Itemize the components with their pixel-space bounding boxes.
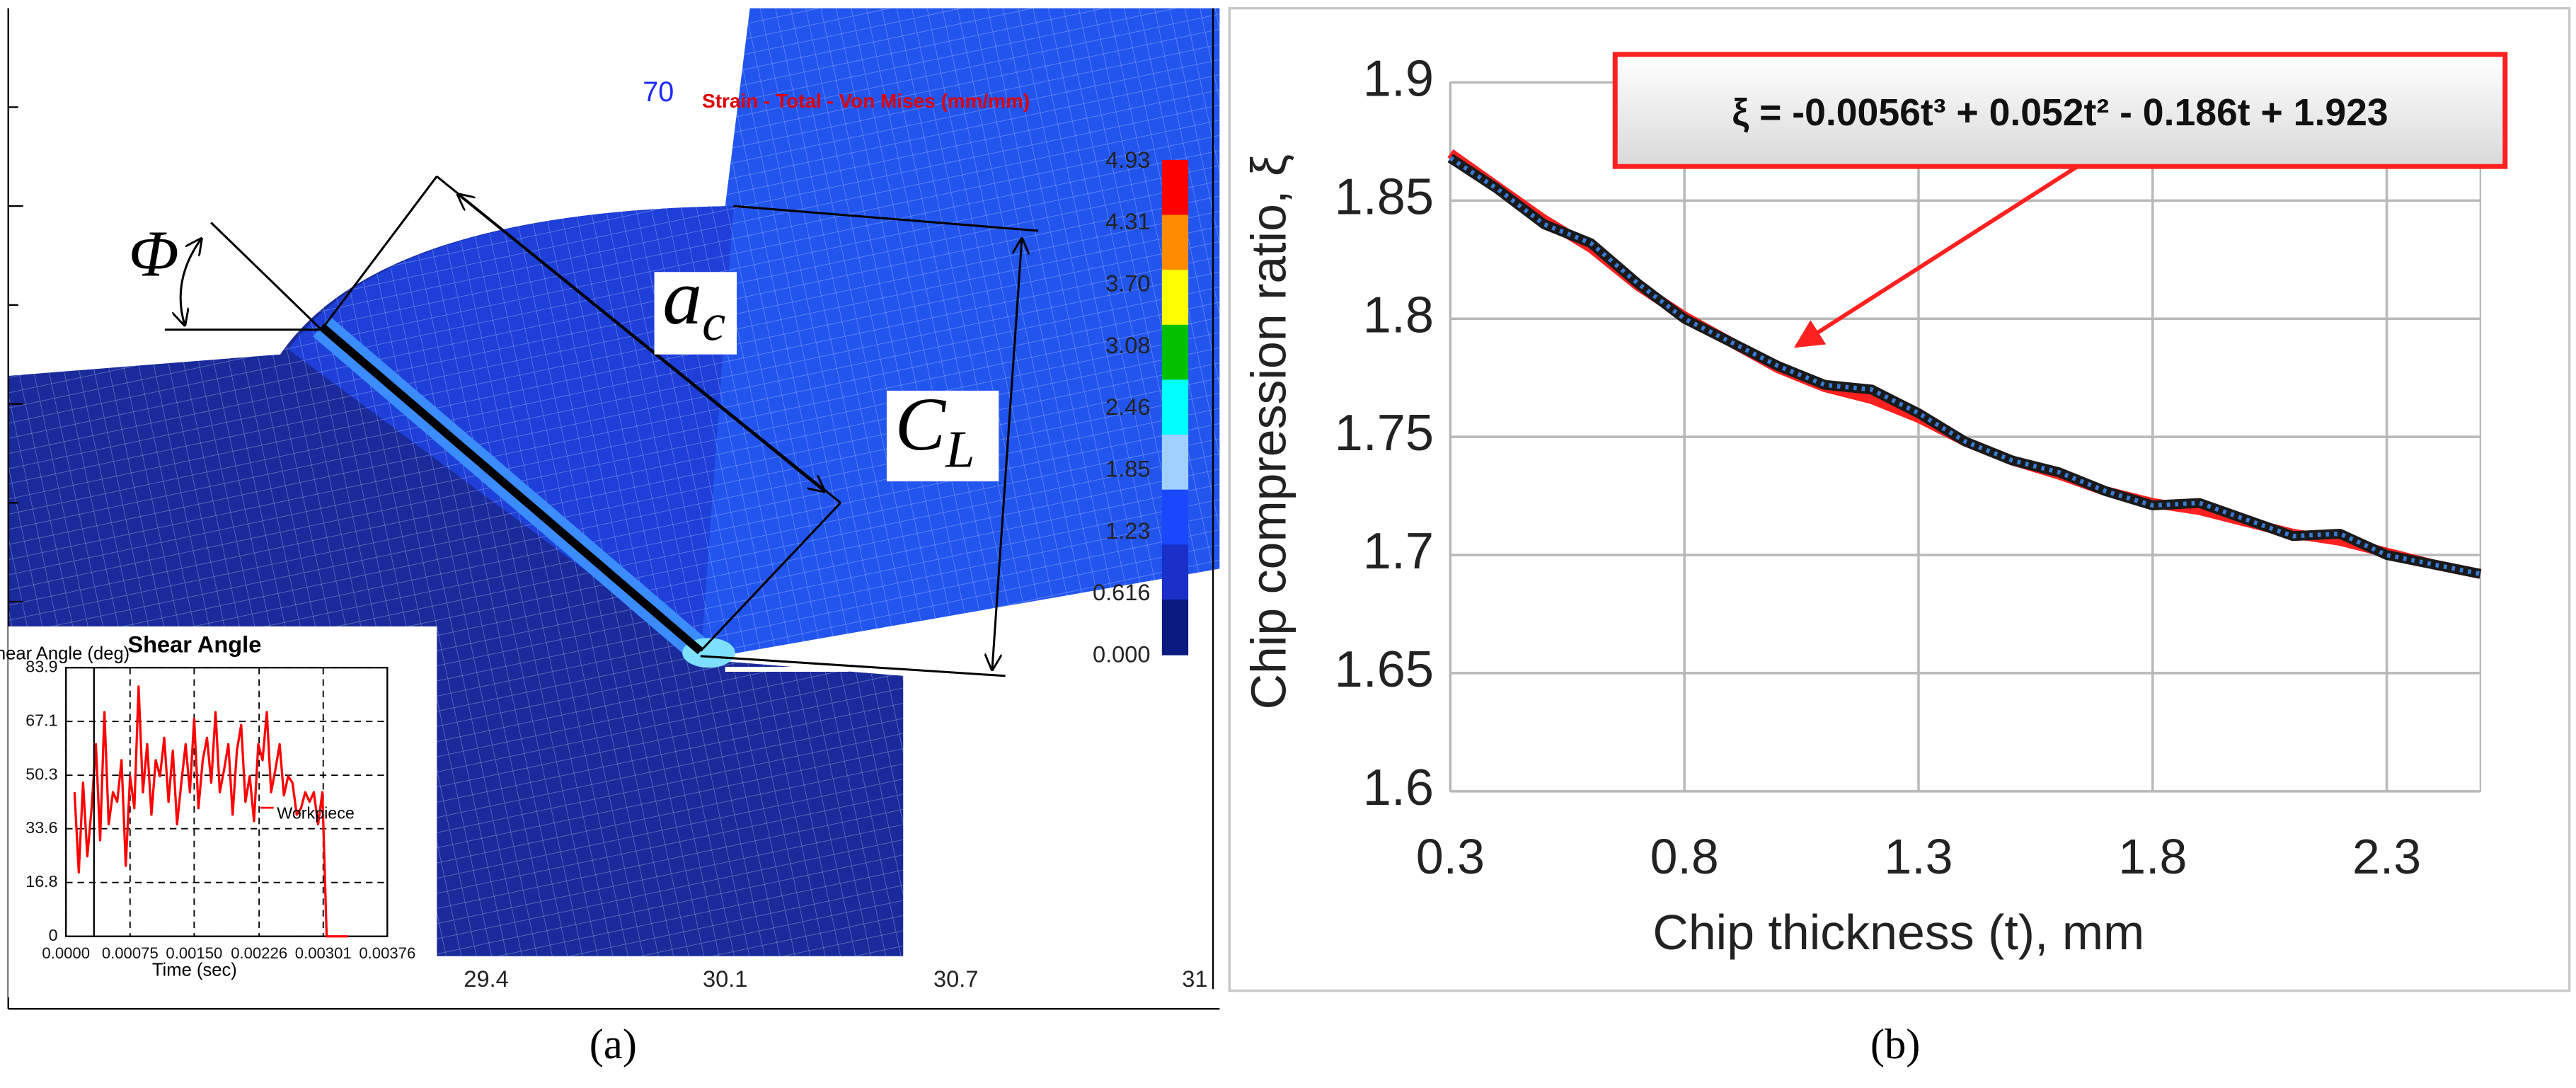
annotation-box	[1612, 52, 2508, 169]
colorbar-label: 1.85	[1105, 455, 1150, 481]
colorbar-label: 3.70	[1105, 270, 1150, 296]
y-tick-label: 67.1	[25, 711, 57, 729]
tool-mesh	[700, 8, 1220, 660]
x-tick-label: 1.8	[2118, 829, 2187, 884]
x-tick-label: 29.4	[464, 966, 508, 992]
colorbar-swatch	[1161, 599, 1189, 655]
colorbar-swatch	[1161, 159, 1189, 216]
y-tick-label: 83.9	[25, 657, 57, 675]
ac-label: ac	[662, 253, 725, 352]
y-tick-label: 16.8	[25, 872, 57, 891]
y-tick-label: 1.8	[1363, 287, 1434, 343]
y-tick-label: 33.6	[25, 818, 57, 837]
panel-a: Φ ac CL 70 Strain - Total - Von Mises (m…	[0, 8, 1220, 1068]
x-tick-label: 1.3	[1884, 829, 1953, 884]
annotation: ξ = -0.0056t³ + 0.052t² - 0.186t + 1.923	[1732, 92, 2388, 134]
plot-frame	[65, 666, 389, 937]
colorbar: 4.93 4.31 3.70 3.08 2.46 1.85 1.23 0.616 0.000	[1093, 147, 1189, 667]
x-tick-label: 30.7	[933, 966, 978, 992]
frame-number: 70	[643, 76, 674, 108]
y-tick-label: 1.6	[1363, 760, 1434, 816]
cl-sub: L	[945, 421, 974, 479]
x-tick-label: 0.3	[1416, 829, 1485, 884]
colorbar-label: 0.000	[1093, 641, 1151, 667]
y-tick-label: 1.7	[1363, 523, 1434, 580]
x-tick-label: 0.00075	[102, 944, 159, 962]
annotation-arrow	[1793, 163, 2081, 348]
inset-chart: 0 16.8 33.6 50.3 67.1 83.9 0.0000 0.00075 0.0015…	[0, 631, 415, 980]
x-axis: 29.4 30.1 30.7 31	[464, 966, 1207, 992]
colorbar-label: 4.93	[1105, 147, 1150, 173]
y-tick-label: 1.75	[1335, 405, 1434, 462]
colorbar-swatch	[1161, 324, 1189, 381]
colorbar-swatch	[1161, 379, 1189, 436]
x-tick-label: 0.0000	[42, 944, 90, 962]
data-line-dots	[1449, 156, 2481, 576]
geometry-lines	[164, 176, 1039, 677]
colorbar-label: 0.616	[1093, 579, 1151, 605]
y-tick-label: 50.3	[25, 765, 57, 783]
cl-label: CL	[895, 383, 975, 479]
x-tick-label: 2.3	[2352, 829, 2421, 884]
colorbar-swatch	[1161, 214, 1189, 271]
ac-sub: c	[702, 294, 725, 353]
y-tick-label: 1.65	[1335, 641, 1434, 698]
x-tick-label: 0.00226	[231, 944, 287, 962]
x-axis-label: Time (sec)	[152, 960, 237, 980]
x-tick-label: 0.00376	[359, 944, 415, 962]
cl-base: C	[895, 383, 947, 466]
colorbar-swatch	[1161, 544, 1189, 601]
caption: (b)	[1870, 1021, 1921, 1068]
colorbar-swatch	[1161, 435, 1189, 491]
y-tick-label: 1.85	[1335, 168, 1434, 225]
colorbar-label: 3.08	[1105, 332, 1150, 358]
colorbar-label: 2.46	[1105, 394, 1150, 420]
colorbar-label: 4.31	[1105, 208, 1150, 234]
x-tick-label: 0.00301	[295, 944, 352, 962]
y-axis-label: Chip compression ratio, ξ	[1241, 154, 1296, 710]
colorbar-label: 1.23	[1105, 517, 1150, 544]
inset-title: Shear Angle	[127, 631, 261, 657]
data-line	[73, 685, 348, 938]
y-axis-label: Shear Angle (deg)	[0, 643, 130, 663]
phi-label: Φ	[129, 217, 179, 290]
x-tick-label: 0.8	[1650, 829, 1719, 884]
panel-b: 1.6 1.65 1.7 1.75 1.8 1.85 1.9 0.3 0.8 1.3 1.8 2.3 C…	[1228, 6, 2571, 1068]
panel-frame	[1228, 6, 2571, 992]
chart: 1.6 1.65 1.7 1.75 1.8 1.85 1.9 0.3 0.8 1.3 1.8 2.3 C…	[1241, 51, 2508, 960]
x-tick-label: 30.1	[703, 966, 747, 992]
colorbar-swatch	[1161, 489, 1189, 546]
x-axis-label: Chip thickness (t), mm	[1652, 905, 2144, 960]
inset-bg	[8, 626, 437, 997]
label-box	[654, 272, 737, 355]
x-tick-label: 31	[1182, 966, 1207, 992]
caption: (a)	[590, 1021, 637, 1068]
y-tick-label: 1.9	[1363, 51, 1434, 108]
x-tick-label: 0.00150	[166, 944, 222, 962]
annotation: Workpiece	[277, 804, 354, 823]
ac-base: a	[662, 253, 702, 340]
label-box	[886, 390, 999, 482]
colorbar-swatch	[1161, 270, 1189, 326]
y-tick-label: 0	[49, 926, 58, 944]
legend-title: Strain - Total - Von Mises (mm/mm)	[702, 90, 1030, 112]
